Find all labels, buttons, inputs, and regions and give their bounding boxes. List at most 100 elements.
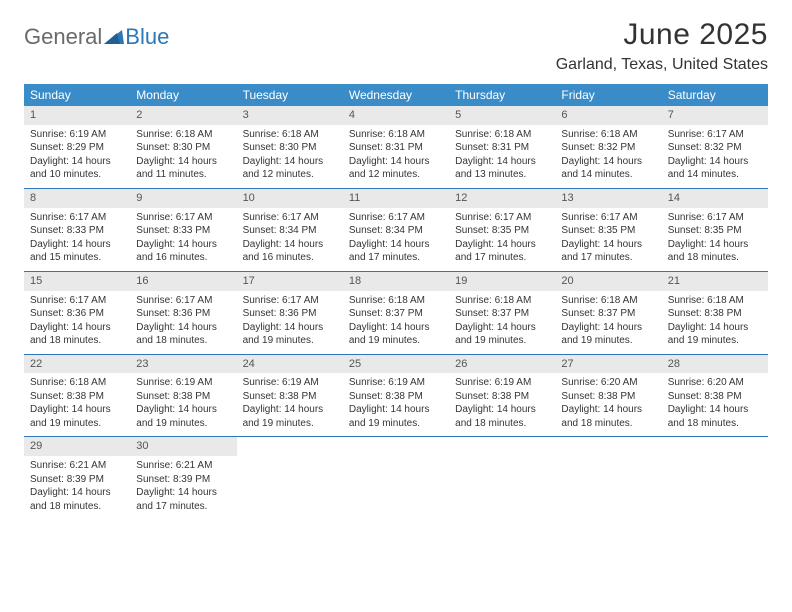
daylight-text-1: Daylight: 14 hours — [349, 321, 443, 335]
day-body: Sunrise: 6:18 AMSunset: 8:37 PMDaylight:… — [343, 291, 449, 354]
sunrise-text: Sunrise: 6:18 AM — [136, 128, 230, 142]
sunrise-text: Sunrise: 6:17 AM — [30, 294, 124, 308]
sunset-text: Sunset: 8:35 PM — [668, 224, 762, 238]
page-header: General Blue June 2025 Garland, Texas, U… — [24, 18, 768, 74]
week-row: 22Sunrise: 6:18 AMSunset: 8:38 PMDayligh… — [24, 355, 768, 438]
sunset-text: Sunset: 8:31 PM — [455, 141, 549, 155]
day-cell: 17Sunrise: 6:17 AMSunset: 8:36 PMDayligh… — [237, 272, 343, 354]
sunset-text: Sunset: 8:34 PM — [349, 224, 443, 238]
sunset-text: Sunset: 8:34 PM — [243, 224, 337, 238]
day-of-week-header: Sunday Monday Tuesday Wednesday Thursday… — [24, 84, 768, 106]
day-body: Sunrise: 6:18 AMSunset: 8:38 PMDaylight:… — [662, 291, 768, 354]
day-body: Sunrise: 6:17 AMSunset: 8:32 PMDaylight:… — [662, 125, 768, 188]
brand-word-1: General — [24, 24, 102, 50]
day-cell: 10Sunrise: 6:17 AMSunset: 8:34 PMDayligh… — [237, 189, 343, 271]
daylight-text-1: Daylight: 14 hours — [455, 155, 549, 169]
daylight-text-1: Daylight: 14 hours — [561, 403, 655, 417]
day-body: Sunrise: 6:18 AMSunset: 8:37 PMDaylight:… — [449, 291, 555, 354]
sunset-text: Sunset: 8:38 PM — [30, 390, 124, 404]
sunset-text: Sunset: 8:29 PM — [30, 141, 124, 155]
day-number: 28 — [662, 355, 768, 374]
day-body: Sunrise: 6:19 AMSunset: 8:38 PMDaylight:… — [343, 373, 449, 436]
sunrise-text: Sunrise: 6:18 AM — [561, 128, 655, 142]
day-body: Sunrise: 6:17 AMSunset: 8:33 PMDaylight:… — [24, 208, 130, 271]
day-cell: 27Sunrise: 6:20 AMSunset: 8:38 PMDayligh… — [555, 355, 661, 437]
daylight-text-1: Daylight: 14 hours — [455, 238, 549, 252]
sunset-text: Sunset: 8:38 PM — [561, 390, 655, 404]
sunrise-text: Sunrise: 6:21 AM — [30, 459, 124, 473]
sunset-text: Sunset: 8:36 PM — [243, 307, 337, 321]
day-cell — [237, 437, 343, 519]
day-cell: 6Sunrise: 6:18 AMSunset: 8:32 PMDaylight… — [555, 106, 661, 188]
day-number: 15 — [24, 272, 130, 291]
day-cell — [662, 437, 768, 519]
daylight-text-1: Daylight: 14 hours — [455, 403, 549, 417]
daylight-text-2: and 18 minutes. — [561, 417, 655, 431]
sunrise-text: Sunrise: 6:17 AM — [243, 211, 337, 225]
day-cell: 25Sunrise: 6:19 AMSunset: 8:38 PMDayligh… — [343, 355, 449, 437]
sunset-text: Sunset: 8:38 PM — [455, 390, 549, 404]
daylight-text-1: Daylight: 14 hours — [561, 155, 655, 169]
daylight-text-2: and 12 minutes. — [349, 168, 443, 182]
day-number: 8 — [24, 189, 130, 208]
sunset-text: Sunset: 8:38 PM — [136, 390, 230, 404]
sunset-text: Sunset: 8:32 PM — [668, 141, 762, 155]
daylight-text-2: and 18 minutes. — [136, 334, 230, 348]
daylight-text-2: and 19 minutes. — [30, 417, 124, 431]
day-body: Sunrise: 6:17 AMSunset: 8:35 PMDaylight:… — [555, 208, 661, 271]
daylight-text-1: Daylight: 14 hours — [561, 321, 655, 335]
daylight-text-1: Daylight: 14 hours — [30, 238, 124, 252]
day-body: Sunrise: 6:18 AMSunset: 8:38 PMDaylight:… — [24, 373, 130, 436]
day-number: 5 — [449, 106, 555, 125]
daylight-text-1: Daylight: 14 hours — [668, 403, 762, 417]
daylight-text-1: Daylight: 14 hours — [668, 321, 762, 335]
sunrise-text: Sunrise: 6:17 AM — [455, 211, 549, 225]
day-number: 13 — [555, 189, 661, 208]
daylight-text-1: Daylight: 14 hours — [455, 321, 549, 335]
day-body: Sunrise: 6:17 AMSunset: 8:36 PMDaylight:… — [130, 291, 236, 354]
day-cell: 16Sunrise: 6:17 AMSunset: 8:36 PMDayligh… — [130, 272, 236, 354]
day-body: Sunrise: 6:17 AMSunset: 8:36 PMDaylight:… — [24, 291, 130, 354]
day-body: Sunrise: 6:17 AMSunset: 8:35 PMDaylight:… — [662, 208, 768, 271]
day-body: Sunrise: 6:18 AMSunset: 8:32 PMDaylight:… — [555, 125, 661, 188]
daylight-text-2: and 13 minutes. — [455, 168, 549, 182]
sunrise-text: Sunrise: 6:18 AM — [349, 294, 443, 308]
sunrise-text: Sunrise: 6:17 AM — [668, 128, 762, 142]
day-cell — [449, 437, 555, 519]
daylight-text-2: and 16 minutes. — [136, 251, 230, 265]
daylight-text-2: and 19 minutes. — [561, 334, 655, 348]
daylight-text-2: and 18 minutes. — [30, 334, 124, 348]
week-row: 29Sunrise: 6:21 AMSunset: 8:39 PMDayligh… — [24, 437, 768, 519]
day-cell: 19Sunrise: 6:18 AMSunset: 8:37 PMDayligh… — [449, 272, 555, 354]
day-cell: 9Sunrise: 6:17 AMSunset: 8:33 PMDaylight… — [130, 189, 236, 271]
daylight-text-2: and 17 minutes. — [136, 500, 230, 514]
day-cell: 28Sunrise: 6:20 AMSunset: 8:38 PMDayligh… — [662, 355, 768, 437]
sunrise-text: Sunrise: 6:18 AM — [455, 128, 549, 142]
daylight-text-1: Daylight: 14 hours — [349, 238, 443, 252]
daylight-text-1: Daylight: 14 hours — [349, 403, 443, 417]
daylight-text-2: and 14 minutes. — [561, 168, 655, 182]
sunrise-text: Sunrise: 6:21 AM — [136, 459, 230, 473]
day-cell: 13Sunrise: 6:17 AMSunset: 8:35 PMDayligh… — [555, 189, 661, 271]
day-body: Sunrise: 6:19 AMSunset: 8:29 PMDaylight:… — [24, 125, 130, 188]
daylight-text-1: Daylight: 14 hours — [136, 403, 230, 417]
daylight-text-2: and 17 minutes. — [561, 251, 655, 265]
sunset-text: Sunset: 8:37 PM — [455, 307, 549, 321]
calendar-page: General Blue June 2025 Garland, Texas, U… — [0, 0, 792, 537]
day-cell: 22Sunrise: 6:18 AMSunset: 8:38 PMDayligh… — [24, 355, 130, 437]
dow-friday: Friday — [555, 84, 661, 106]
day-body: Sunrise: 6:17 AMSunset: 8:34 PMDaylight:… — [237, 208, 343, 271]
daylight-text-2: and 19 minutes. — [455, 334, 549, 348]
day-number: 10 — [237, 189, 343, 208]
day-number: 1 — [24, 106, 130, 125]
dow-monday: Monday — [130, 84, 236, 106]
day-cell: 20Sunrise: 6:18 AMSunset: 8:37 PMDayligh… — [555, 272, 661, 354]
sunrise-text: Sunrise: 6:20 AM — [561, 376, 655, 390]
day-cell: 7Sunrise: 6:17 AMSunset: 8:32 PMDaylight… — [662, 106, 768, 188]
day-number: 9 — [130, 189, 236, 208]
day-number: 17 — [237, 272, 343, 291]
sunrise-text: Sunrise: 6:17 AM — [243, 294, 337, 308]
day-number: 21 — [662, 272, 768, 291]
sunrise-text: Sunrise: 6:19 AM — [136, 376, 230, 390]
sunrise-text: Sunrise: 6:18 AM — [243, 128, 337, 142]
